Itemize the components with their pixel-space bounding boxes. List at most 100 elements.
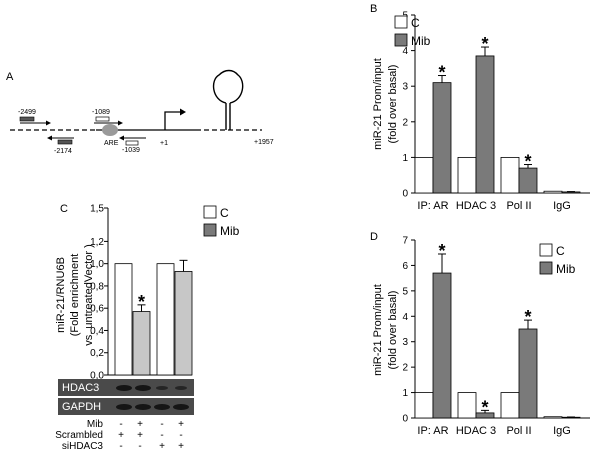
chart-d-bars: * * * xyxy=(414,241,581,419)
blot-hdac3-label: HDAC3 xyxy=(62,382,99,394)
label-1089: -1089 xyxy=(92,109,110,116)
chart-d-ylabel-1: miR-21 Prom/input xyxy=(372,284,384,376)
condition-mark: - xyxy=(179,430,182,441)
blot-gapdh-label: GAPDH xyxy=(62,401,101,413)
x-category-label: IP: AR xyxy=(417,425,448,437)
bar xyxy=(500,156,520,194)
condition-mark: - xyxy=(160,419,163,430)
bar xyxy=(414,392,434,419)
chart-d: 0 1 2 3 4 5 6 7 * * * IP: AR HDAC 3 Pol II IgG miR-2… xyxy=(372,236,590,437)
y-tick-label: 0,4 xyxy=(90,326,104,337)
chart-b-legend: C Mib xyxy=(394,15,431,48)
condition-mark: + xyxy=(118,430,124,441)
y-tick-label: 7 xyxy=(402,236,408,247)
legend-d-mib-swatch xyxy=(539,261,553,275)
condition-mark: - xyxy=(119,419,122,430)
bar xyxy=(132,311,151,376)
label-1039: -1039 xyxy=(122,147,140,154)
legend-d-c-label: C xyxy=(556,244,565,258)
condition-mark: - xyxy=(160,430,163,441)
blot-gapdh-band-4 xyxy=(173,404,189,410)
condition-mark: - xyxy=(119,441,122,452)
bar xyxy=(156,263,175,376)
legend-b-c-swatch xyxy=(394,15,408,29)
chart-b-categories: IP: AR HDAC 3 Pol II IgG xyxy=(417,200,570,212)
significance-star: * xyxy=(481,34,488,54)
chart-d-legend: C Mib xyxy=(539,243,576,276)
label-are: ARE xyxy=(104,140,119,147)
x-category-label: IgG xyxy=(553,425,571,437)
condition-label: siHDAC3 xyxy=(62,441,104,452)
primer-box-1039 xyxy=(125,140,139,146)
y-tick-label: 6 xyxy=(402,261,408,272)
legend-b-mib-swatch xyxy=(394,33,408,47)
significance-star: * xyxy=(524,307,531,327)
chart-c-legend: C Mib xyxy=(203,205,240,238)
primer-arrowhead-2174 xyxy=(47,135,52,141)
promoter-diagram: -2499 -2174 -1089 ARE -1039 +1 +1957 xyxy=(10,69,274,155)
y-tick-label: 0 xyxy=(402,189,408,200)
y-tick-label: 1,0 xyxy=(90,259,104,270)
blot-gapdh-band-3 xyxy=(154,404,170,410)
primer-arrowhead-2499 xyxy=(46,120,51,126)
y-tick-label: 3 xyxy=(402,82,408,93)
chart-d-categories: IP: AR HDAC 3 Pol II IgG xyxy=(417,425,570,437)
chart-c-ticks: 0,0 0,2 0,4 0,6 0,8 1,0 1,2 1,5 xyxy=(90,204,108,382)
bar xyxy=(432,82,452,194)
x-category-label: IP: AR xyxy=(417,200,448,212)
legend-b-c-label: C xyxy=(411,16,420,30)
y-tick-label: 2 xyxy=(402,117,408,128)
blot-hdac3-band-3 xyxy=(156,386,168,390)
are-element xyxy=(102,124,118,136)
significance-star: * xyxy=(481,397,488,417)
bar xyxy=(500,392,520,419)
blot-hdac3-band-4 xyxy=(175,386,187,390)
y-tick-label: 1,5 xyxy=(90,204,104,215)
chart-c: 0,00,20,40,60,81,01,21,5 * miR-21/RNU6B … xyxy=(55,204,240,453)
chart-b-ylabel-2: (fold over basal) xyxy=(387,65,399,144)
y-tick-label: 1 xyxy=(402,153,408,164)
bar xyxy=(457,156,477,194)
significance-star: * xyxy=(438,63,445,83)
bar xyxy=(457,392,477,419)
chart-d-ylabel-2: (fold over basal) xyxy=(387,291,399,370)
x-category-label: HDAC 3 xyxy=(456,425,496,437)
bar xyxy=(561,191,581,194)
y-tick-label: 5 xyxy=(402,286,408,297)
significance-star: * xyxy=(438,241,445,261)
y-tick-label: 3 xyxy=(402,337,408,348)
significance-star: * xyxy=(138,292,145,312)
panel-label-c: C xyxy=(60,203,68,215)
primer-box-2174 xyxy=(57,139,73,145)
chart-d-ticks: 0 1 2 3 4 5 6 7 xyxy=(402,236,415,425)
chart-b-bars: * * * xyxy=(414,34,581,194)
panel-label-a: A xyxy=(6,71,14,83)
blot-gapdh-band-1 xyxy=(116,404,132,410)
label-2499: -2499 xyxy=(18,109,36,116)
bar xyxy=(543,190,563,194)
y-tick-label: 1,2 xyxy=(90,237,104,248)
x-category-label: IgG xyxy=(553,200,571,212)
panel-label-d: D xyxy=(370,231,378,243)
y-tick-label: 0,2 xyxy=(90,348,104,359)
condition-mark: + xyxy=(178,419,184,430)
chart-c-ylabel-2: (Fold enrichment xyxy=(69,254,81,337)
y-tick-label: 1 xyxy=(402,388,408,399)
y-tick-label: 0 xyxy=(402,414,408,425)
primer-arrowhead-1089 xyxy=(118,120,123,126)
legend-c-c-label: C xyxy=(220,206,229,220)
chart-c-conditions: Mib - + - +Scrambled + + - -siHDAC3- - + + xyxy=(55,419,184,452)
bar xyxy=(432,272,452,419)
y-tick-label: 0,0 xyxy=(90,371,104,382)
bar xyxy=(518,328,538,419)
legend-c-mib-label: Mib xyxy=(220,224,240,238)
bar xyxy=(174,271,193,376)
condition-label: Scrambled xyxy=(55,430,103,441)
legend-d-c-swatch xyxy=(539,243,553,257)
primer-box-2499 xyxy=(19,116,35,122)
condition-mark: + xyxy=(137,419,143,430)
bar xyxy=(414,156,434,194)
